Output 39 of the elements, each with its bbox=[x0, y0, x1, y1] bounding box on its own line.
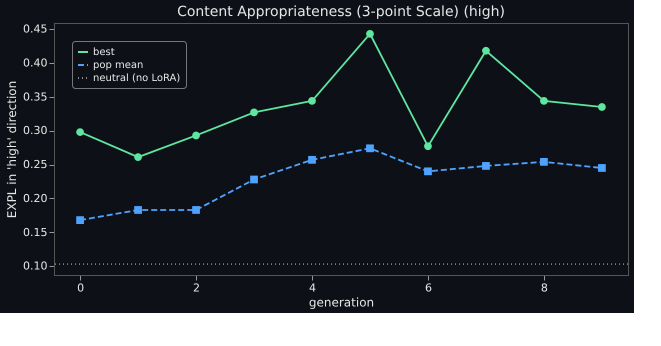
point bbox=[482, 162, 490, 170]
point bbox=[366, 144, 374, 152]
y-tick-label: 0.10 bbox=[23, 260, 48, 273]
y-tick-label: 0.45 bbox=[23, 22, 48, 36]
point bbox=[366, 30, 374, 38]
y-tick-label: 0.35 bbox=[23, 90, 48, 104]
point bbox=[308, 97, 316, 105]
point bbox=[598, 164, 606, 172]
point bbox=[598, 103, 606, 111]
x-tick-label: 2 bbox=[193, 282, 200, 294]
point bbox=[308, 156, 316, 164]
point bbox=[134, 153, 142, 161]
y-tick-label: 0.15 bbox=[23, 226, 48, 239]
chart-title: Content Appropriateness (3-point Scale) (high) bbox=[177, 4, 505, 20]
x-tick-label: 0 bbox=[77, 282, 84, 294]
x-axis-title: generation bbox=[308, 296, 374, 310]
point bbox=[540, 97, 548, 105]
point bbox=[424, 142, 432, 150]
legend-label: best bbox=[93, 47, 115, 58]
point bbox=[76, 216, 84, 224]
x-tick-label: 4 bbox=[309, 282, 316, 294]
point bbox=[192, 206, 200, 214]
legend-label: neutral (no LoRA) bbox=[93, 73, 180, 84]
point bbox=[482, 46, 490, 55]
y-tick-label: 0.30 bbox=[23, 124, 48, 138]
point bbox=[250, 176, 258, 184]
x-tick-label: 8 bbox=[540, 282, 548, 294]
point bbox=[540, 158, 548, 166]
y-tick-label: 0.25 bbox=[23, 158, 48, 172]
point bbox=[134, 206, 142, 214]
x-tick-label: 6 bbox=[424, 282, 432, 294]
point bbox=[76, 128, 84, 136]
y-tick-label: 0.40 bbox=[23, 56, 48, 70]
point bbox=[424, 167, 432, 176]
point bbox=[192, 132, 200, 140]
y-axis-title: EXPL in 'high' direction bbox=[5, 80, 20, 218]
point bbox=[250, 108, 258, 116]
legend-label: pop mean bbox=[93, 60, 144, 71]
y-tick-label: 0.20 bbox=[23, 192, 48, 205]
